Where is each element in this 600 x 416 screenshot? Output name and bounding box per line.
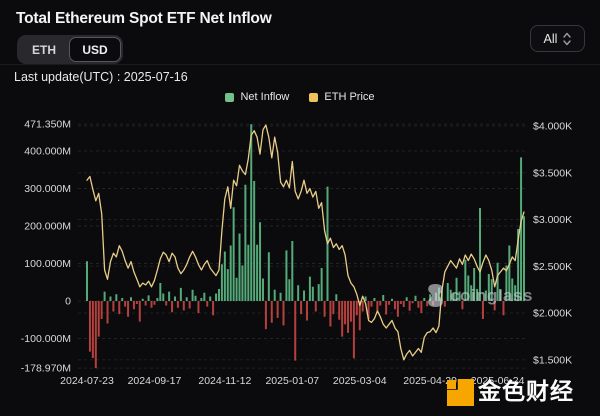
net-inflow-swatch-icon bbox=[225, 92, 235, 102]
legend-label-net-inflow: Net Inflow bbox=[240, 91, 290, 103]
svg-text:$4.000K: $4.000K bbox=[533, 121, 572, 133]
svg-text:$2.500K: $2.500K bbox=[533, 261, 572, 273]
range-select[interactable]: All bbox=[530, 25, 585, 52]
svg-text:$2.000K: $2.000K bbox=[533, 308, 572, 320]
header-divider bbox=[0, 64, 600, 65]
svg-text:200.000M: 200.000M bbox=[24, 221, 71, 233]
svg-text:$1.500K: $1.500K bbox=[533, 354, 572, 366]
svg-text:$3.000K: $3.000K bbox=[533, 214, 572, 226]
golden-finance-logo-icon bbox=[447, 379, 474, 406]
svg-text:0: 0 bbox=[65, 296, 71, 308]
svg-text:-178.970M: -178.970M bbox=[21, 363, 71, 375]
eth-price-swatch-icon bbox=[309, 92, 319, 102]
svg-text:300.000M: 300.000M bbox=[24, 183, 71, 195]
toggle-option-usd-label: USD bbox=[82, 42, 108, 57]
svg-text:-100.000M: -100.000M bbox=[21, 333, 71, 345]
legend-item-net-inflow[interactable]: Net Inflow bbox=[225, 91, 289, 103]
legend-label-eth-price: ETH Price bbox=[324, 91, 375, 103]
toggle-option-eth-label: ETH bbox=[32, 42, 56, 57]
etf-netflow-chart[interactable]: 471.350M 400.000M 300.000M 200.000M 100.000M… bbox=[0, 106, 600, 396]
legend-item-eth-price[interactable]: ETH Price bbox=[309, 91, 375, 103]
golden-finance-watermark-text: 金色财经 bbox=[478, 379, 574, 405]
last-update-text: Last update(UTC) : 2025-07-16 bbox=[14, 70, 188, 84]
svg-text:100.000M: 100.000M bbox=[24, 258, 71, 270]
toggle-option-eth[interactable]: ETH bbox=[19, 37, 69, 62]
svg-text:2025-04-29: 2025-04-29 bbox=[403, 375, 457, 387]
chevron-updown-icon bbox=[563, 32, 572, 45]
currency-toggle[interactable]: ETH USD bbox=[17, 35, 123, 64]
svg-text:2024-11-12: 2024-11-12 bbox=[198, 375, 251, 387]
svg-text:$3.500K: $3.500K bbox=[533, 167, 572, 179]
toggle-option-usd[interactable]: USD bbox=[69, 37, 121, 62]
golden-finance-watermark: 金色财经 bbox=[447, 379, 574, 406]
page-title: Total Ethereum Spot ETF Net Inflow bbox=[16, 10, 272, 27]
svg-text:471.350M: 471.350M bbox=[24, 119, 71, 131]
range-select-value: All bbox=[543, 31, 558, 46]
svg-text:2025-06-24: 2025-06-24 bbox=[471, 375, 525, 387]
chart-legend: Net Inflow ETH Price bbox=[0, 91, 600, 103]
svg-text:2025-03-04: 2025-03-04 bbox=[333, 375, 387, 387]
svg-text:2024-09-17: 2024-09-17 bbox=[128, 375, 182, 387]
svg-text:2025-01-07: 2025-01-07 bbox=[265, 375, 319, 387]
svg-text:400.000M: 400.000M bbox=[24, 146, 71, 158]
svg-text:2024-07-23: 2024-07-23 bbox=[60, 375, 114, 387]
